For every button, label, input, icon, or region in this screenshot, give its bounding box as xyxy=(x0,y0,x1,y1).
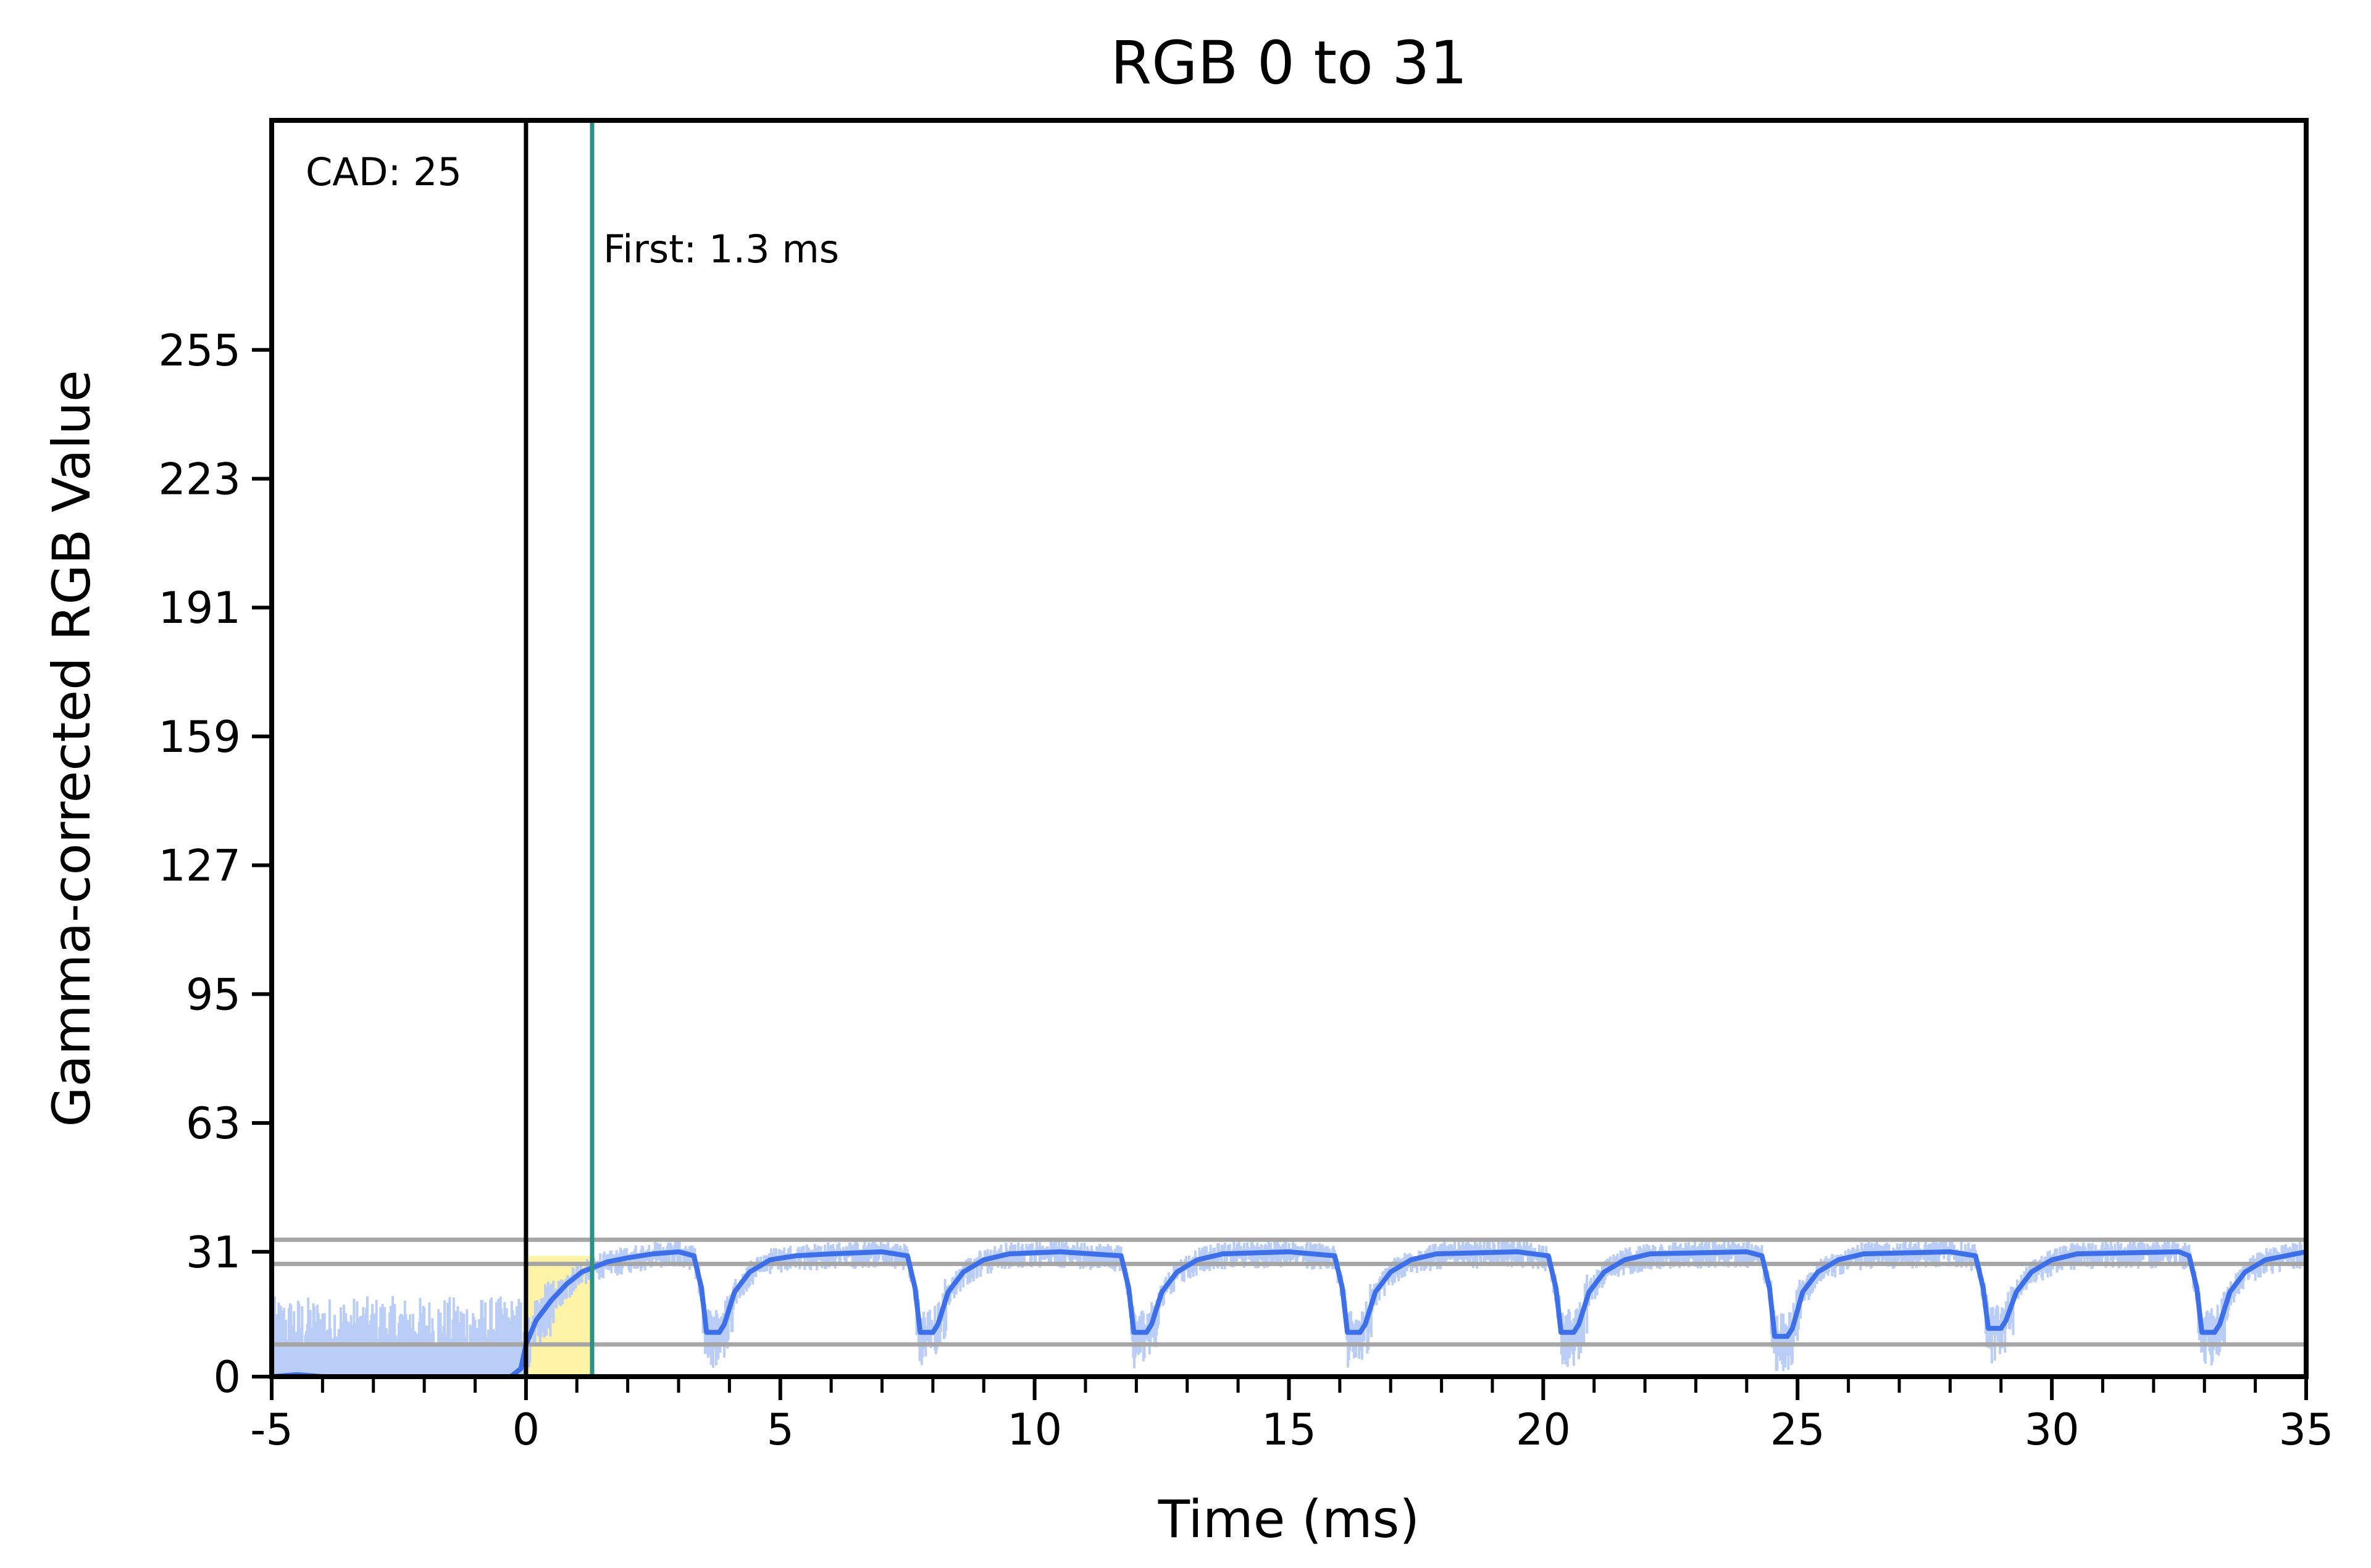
y-tick-label: 95 xyxy=(186,969,241,1020)
y-axis-label: Gamma-corrected RGB Value xyxy=(41,370,102,1127)
x-tick-label: 35 xyxy=(2278,1404,2333,1455)
plot-area xyxy=(272,120,2306,1377)
y-tick-label: 127 xyxy=(158,841,241,891)
x-tick-label: 10 xyxy=(1007,1404,1062,1455)
y-tick-label: 159 xyxy=(158,712,241,762)
x-tick-label: 25 xyxy=(1770,1404,1825,1455)
x-tick-label: 5 xyxy=(766,1404,794,1455)
chart-title: RGB 0 to 31 xyxy=(1110,28,1467,98)
x-tick-label: 30 xyxy=(2025,1404,2080,1455)
y-tick-label: 63 xyxy=(186,1098,241,1149)
x-axis-label: Time (ms) xyxy=(1158,1489,1420,1549)
first-response-annotation: First: 1.3 ms xyxy=(603,227,839,272)
x-tick-label: 15 xyxy=(1261,1404,1316,1455)
plot-frame xyxy=(269,118,2309,1379)
x-tick-label: 20 xyxy=(1516,1404,1571,1455)
y-tick-label: 191 xyxy=(158,583,241,633)
y-tick-label: 0 xyxy=(213,1352,241,1403)
y-tick-label: 223 xyxy=(158,454,241,504)
smoothed-series-line xyxy=(272,1249,2306,1377)
cad-annotation: CAD: 25 xyxy=(306,149,462,194)
y-tick-label: 255 xyxy=(158,325,241,376)
x-tick-label: -5 xyxy=(250,1404,293,1455)
x-tick-label: 0 xyxy=(512,1404,540,1455)
y-tick-label: 31 xyxy=(186,1227,241,1278)
